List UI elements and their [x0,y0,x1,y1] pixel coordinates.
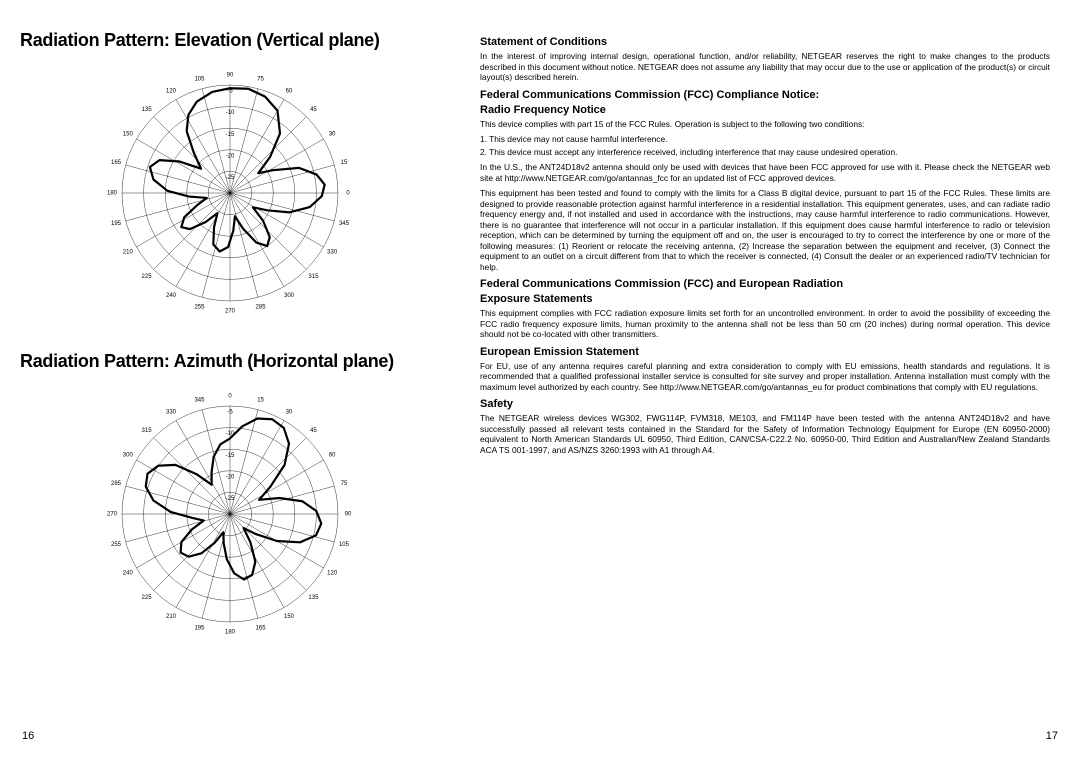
fcc-list: 1. This device may not cause harmful int… [480,134,1050,157]
svg-text:30: 30 [286,409,293,415]
para-fcc-url: In the U.S., the ANT24D18v2 antenna shou… [480,162,1050,183]
svg-text:120: 120 [327,571,338,577]
heading-safety: Safety [480,398,1050,410]
svg-text:135: 135 [308,595,319,601]
svg-text:330: 330 [327,250,338,256]
svg-text:300: 300 [123,453,134,459]
elevation-chart-wrap: -5-10-15-20-2590756045301503453303153002… [20,63,440,323]
svg-text:300: 300 [284,293,295,299]
svg-text:180: 180 [107,191,118,197]
svg-text:315: 315 [142,428,153,434]
svg-text:-20: -20 [226,474,235,480]
list-item: 1. This device may not cause harmful int… [480,134,1050,145]
elevation-polar-chart: -5-10-15-20-2590756045301503453303153002… [100,63,360,323]
svg-text:150: 150 [284,614,295,620]
svg-text:-15: -15 [226,453,235,459]
svg-text:315: 315 [308,274,319,280]
svg-text:165: 165 [111,160,122,166]
svg-text:120: 120 [166,88,177,94]
para-conditions: In the interest of improving internal de… [480,51,1050,83]
svg-text:210: 210 [166,614,177,620]
heading-exposure-b: Exposure Statements [480,293,1050,305]
azimuth-chart-wrap: -5-10-15-20-2501530456075901051201351501… [20,384,440,644]
svg-text:90: 90 [227,73,234,79]
para-exposure: This equipment complies with FCC radiati… [480,308,1050,340]
svg-text:225: 225 [142,274,153,280]
svg-text:255: 255 [111,542,122,548]
heading-fcc-b: Radio Frequency Notice [480,104,1050,116]
svg-text:-10: -10 [226,110,235,116]
svg-text:240: 240 [166,293,177,299]
para-eu: For EU, use of any antenna requires care… [480,361,1050,393]
svg-text:15: 15 [341,160,348,166]
svg-text:330: 330 [166,409,177,415]
heading-fcc-a: Federal Communications Commission (FCC) … [480,89,1050,101]
para-safety: The NETGEAR wireless devices WG302, FWG1… [480,413,1050,455]
svg-text:105: 105 [194,77,205,83]
svg-text:270: 270 [225,309,236,315]
svg-text:255: 255 [194,305,205,311]
para-fcc-intro: This device complies with part 15 of the… [480,119,1050,130]
svg-text:345: 345 [194,398,205,404]
svg-text:240: 240 [123,571,134,577]
svg-text:60: 60 [329,453,336,459]
svg-text:285: 285 [111,481,122,487]
svg-text:60: 60 [286,88,293,94]
svg-text:285: 285 [256,305,267,311]
svg-text:90: 90 [345,512,352,518]
svg-text:165: 165 [256,626,267,632]
svg-text:270: 270 [107,512,118,518]
page-number-left: 16 [22,730,34,742]
azimuth-polar-chart: -5-10-15-20-2501530456075901051201351501… [100,384,360,644]
svg-text:345: 345 [339,221,350,227]
svg-text:-15: -15 [226,132,235,138]
svg-text:225: 225 [142,595,153,601]
heading-conditions: Statement of Conditions [480,36,1050,48]
svg-text:75: 75 [341,481,348,487]
svg-text:-20: -20 [226,153,235,159]
para-fcc-long: This equipment has been tested and found… [480,188,1050,272]
svg-text:105: 105 [339,542,350,548]
svg-text:0: 0 [346,191,350,197]
svg-text:210: 210 [123,250,134,256]
svg-text:30: 30 [329,132,336,138]
svg-text:15: 15 [257,398,264,404]
svg-text:0: 0 [228,394,232,400]
elevation-title: Radiation Pattern: Elevation (Vertical p… [20,30,440,51]
page-number-right: 17 [1046,730,1058,742]
left-column: Radiation Pattern: Elevation (Vertical p… [20,30,470,744]
svg-text:150: 150 [123,132,134,138]
right-column: Statement of Conditions In the interest … [470,30,1050,744]
svg-text:-5: -5 [227,410,233,416]
svg-text:75: 75 [257,77,264,83]
list-item: 2. This device must accept any interfere… [480,147,1050,158]
svg-text:45: 45 [310,428,317,434]
svg-text:180: 180 [225,630,236,636]
heading-eu: European Emission Statement [480,346,1050,358]
svg-text:135: 135 [142,107,153,113]
svg-text:195: 195 [194,626,205,632]
svg-text:45: 45 [310,107,317,113]
heading-exposure-a: Federal Communications Commission (FCC) … [480,278,1050,290]
svg-text:195: 195 [111,221,122,227]
azimuth-title: Radiation Pattern: Azimuth (Horizontal p… [20,351,440,372]
